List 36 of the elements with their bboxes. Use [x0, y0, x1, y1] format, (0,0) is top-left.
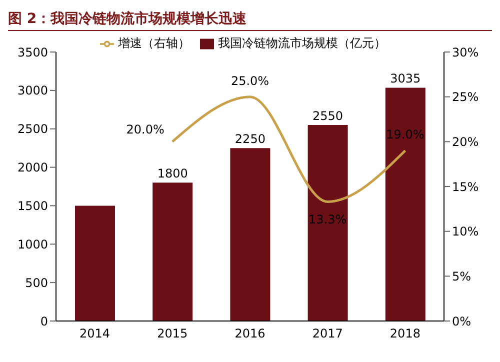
chart-title: 图 2：我国冷链物流市场规模增长迅速: [8, 8, 492, 31]
x-tick-label: 2015: [157, 326, 188, 341]
data-label: 25.0%: [230, 74, 270, 88]
y-tick-label: 3500: [17, 45, 48, 60]
bar: [152, 182, 193, 321]
x-tick-label: 2014: [80, 326, 110, 341]
data-label: 13.3%: [308, 212, 347, 227]
data-label: 1800: [157, 166, 188, 181]
y2-tick-label: 5%: [452, 269, 472, 284]
y-tick-label: 1000: [17, 237, 48, 252]
x-tick-label: 2017: [312, 326, 343, 341]
y2-tick-label: 10%: [452, 224, 479, 239]
y2-tick-label: 20%: [452, 134, 479, 149]
y2-tick-label: 0%: [452, 314, 472, 328]
bar: [230, 148, 270, 321]
y-tick-label: 0: [40, 314, 48, 328]
y-tick-label: 2500: [17, 122, 48, 136]
legend-label: 增速（右轴）: [118, 36, 190, 50]
data-label: 2550: [312, 109, 344, 124]
y2-tick-label: 30%: [452, 45, 479, 60]
bar: [385, 88, 426, 321]
y-tick-label: 1500: [17, 198, 48, 213]
y-tick-label: 3000: [17, 84, 48, 98]
bar: [75, 206, 115, 321]
data-label: 2250: [234, 132, 266, 146]
bar: [308, 125, 348, 321]
x-tick-label: 2018: [390, 326, 420, 341]
data-label: 19.0%: [386, 128, 424, 142]
data-label: 20.0%: [126, 122, 164, 137]
y2-tick-label: 25%: [452, 90, 479, 104]
x-tick-label: 2016: [234, 326, 266, 341]
data-label: 3035: [390, 72, 421, 86]
y-tick-label: 500: [25, 276, 48, 290]
y2-tick-label: 15%: [452, 180, 479, 194]
y-tick-label: 2000: [17, 160, 48, 175]
legend-label: 我国冷链物流市场规模（亿元）: [218, 36, 386, 50]
